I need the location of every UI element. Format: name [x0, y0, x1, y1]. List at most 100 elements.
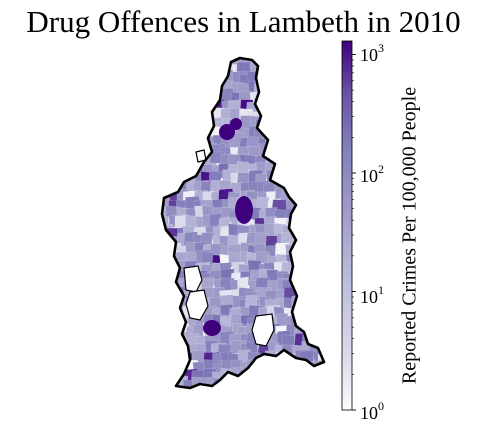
- map-area: [266, 386, 282, 388]
- map-area: [320, 322, 324, 339]
- borough-boundary: [160, 56, 326, 390]
- map-area: [299, 295, 313, 312]
- map-area: [263, 82, 278, 95]
- map-area: [291, 173, 305, 187]
- map-area: [301, 136, 316, 151]
- map-area: [165, 58, 180, 69]
- map-area: [316, 368, 324, 381]
- map-area: [310, 182, 324, 197]
- map-area: [282, 69, 295, 83]
- map-area: [163, 306, 178, 320]
- map-area: [173, 58, 187, 66]
- map-area: [204, 82, 218, 99]
- map-area: [165, 362, 180, 377]
- map-area: [327, 269, 341, 283]
- map-area: [293, 307, 309, 323]
- map-area: [313, 245, 324, 260]
- map-area: [310, 191, 323, 204]
- map-area: [300, 71, 316, 88]
- map-area: [318, 288, 324, 304]
- map-area: [195, 97, 210, 112]
- map-area: [173, 151, 189, 165]
- map-area: [308, 234, 324, 249]
- map-area: [162, 269, 171, 286]
- map-area: [329, 250, 341, 266]
- map-area: [317, 163, 324, 178]
- map-area: [237, 377, 253, 388]
- colorbar-label: Reported Crimes Per 100,000 People: [398, 86, 421, 385]
- map-area: [328, 100, 340, 115]
- map-area: [312, 58, 324, 71]
- map-area: [308, 307, 322, 320]
- map-area: [328, 146, 340, 158]
- map-area: [192, 126, 209, 138]
- map-area: [162, 71, 169, 86]
- map-area: [191, 64, 206, 78]
- map-area: [174, 137, 189, 150]
- map-area: [317, 152, 324, 167]
- map-area: [290, 73, 304, 87]
- map-area: [302, 217, 316, 232]
- map-area: [289, 151, 303, 163]
- map-area: [164, 64, 180, 78]
- map-area: [162, 386, 172, 388]
- map-area: [327, 388, 344, 400]
- map-area: [291, 126, 305, 143]
- map-area: [319, 332, 324, 347]
- map-area: [301, 278, 317, 291]
- map-area: [311, 114, 324, 129]
- map-area: [177, 63, 192, 77]
- map-area: [327, 198, 342, 211]
- map-area: [299, 107, 314, 120]
- map-area: [318, 232, 324, 248]
- map-area: [162, 334, 170, 347]
- map-area: [258, 71, 272, 87]
- map-area: [301, 307, 317, 322]
- map-area: [292, 390, 304, 402]
- map-area: [302, 159, 316, 176]
- map-area: [310, 99, 324, 113]
- map-area: [162, 289, 172, 302]
- map-area: [282, 388, 298, 401]
- map-area: [326, 225, 342, 240]
- map-area: [310, 163, 324, 179]
- map-area: [291, 161, 305, 175]
- map-area: [273, 89, 288, 105]
- map-area: [258, 361, 272, 378]
- map-area: [290, 64, 306, 81]
- map-area: [182, 64, 198, 77]
- map-area: [276, 142, 293, 157]
- colorbar: [341, 40, 356, 411]
- map-area: [300, 378, 317, 388]
- map-area: [318, 315, 324, 332]
- map-area: [264, 359, 277, 374]
- map-area: [200, 64, 215, 80]
- map-area: [173, 124, 187, 139]
- map-area: [310, 73, 324, 89]
- map-area: [304, 317, 320, 332]
- map-area: [292, 110, 306, 122]
- map-area: [317, 241, 324, 255]
- map-area: [162, 280, 170, 295]
- map-area: [218, 381, 236, 388]
- map-area: [174, 107, 188, 122]
- map-area: [328, 307, 339, 319]
- map-area: [184, 81, 197, 94]
- map-area: [302, 124, 316, 138]
- unpopulated-areas: [183, 149, 275, 347]
- map-area: [329, 316, 342, 329]
- map-area: [265, 58, 278, 66]
- map-area: [316, 89, 324, 105]
- map-area: [193, 387, 207, 388]
- map-area: [282, 83, 298, 100]
- map-area: [236, 161, 250, 174]
- map-area: [168, 341, 182, 356]
- map-area: [308, 136, 323, 153]
- map-area: [274, 370, 289, 386]
- map-area: [309, 225, 324, 241]
- map-area: [311, 89, 324, 104]
- map-area: [282, 58, 298, 71]
- map-area: [165, 82, 179, 98]
- map-area: [298, 61, 314, 78]
- map-area: [162, 351, 174, 365]
